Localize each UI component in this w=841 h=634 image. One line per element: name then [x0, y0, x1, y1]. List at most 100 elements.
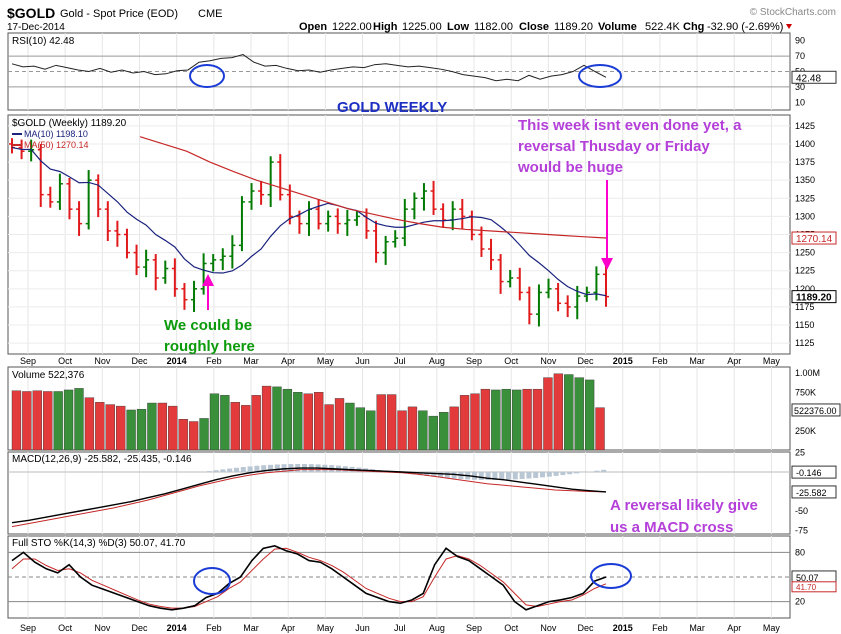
volume-last-label: 522376.00: [794, 406, 837, 416]
macd-histogram-bar: [206, 471, 212, 472]
volume-bar: [168, 405, 178, 451]
volume-bar: [230, 402, 240, 451]
month-label-bottom: Mar: [243, 623, 259, 633]
close-last-label: 1189.20: [796, 293, 832, 304]
high-value: 1225.00: [402, 21, 442, 33]
volume-bar: [199, 418, 209, 451]
volume-bar: [355, 407, 366, 451]
ma50-last-box: [791, 231, 837, 245]
volume-bar: [63, 389, 74, 451]
chg-value: -32.90 (-2.69%): [707, 21, 783, 33]
volume-last-box: [791, 403, 841, 417]
volume-bar: [324, 404, 334, 451]
arrow-left-head: [202, 274, 214, 286]
volume-bar: [595, 407, 605, 451]
month-label: Jun: [355, 356, 370, 366]
macd-histogram-bar: [519, 472, 525, 479]
note-macd-line-2: us a MACD cross: [610, 519, 733, 536]
month-label: Sep: [20, 356, 36, 366]
macd-histogram-bar: [553, 472, 559, 476]
macd-tick-label: -75: [795, 526, 808, 536]
volume-bar: [220, 395, 230, 451]
panel-frame-macd: [7, 451, 791, 535]
month-label: Dec: [578, 356, 595, 366]
close-value: 1189.20: [554, 21, 593, 33]
month-label: Feb: [206, 356, 222, 366]
volume-bar: [428, 415, 438, 451]
rsi-tick-label: 90: [795, 36, 805, 46]
macd-histogram-bar: [540, 472, 545, 478]
price-tick-label: 1400: [795, 139, 815, 149]
volume-bar: [501, 388, 511, 451]
volume-tick-label: 250K: [795, 426, 816, 436]
volume-tick-label: 750K: [795, 387, 816, 397]
macd-histogram-bar: [574, 472, 579, 474]
price-tick-label: 1125: [795, 338, 814, 348]
rsi-tick-label: 10: [795, 97, 805, 107]
note-left-line-2: roughly here: [164, 338, 255, 355]
volume-bar: [43, 391, 53, 451]
macd-histogram-bar: [594, 470, 600, 472]
volume-bar: [136, 408, 147, 451]
macd-signal-line: [11, 469, 607, 528]
month-label-bottom: Apr: [281, 623, 295, 633]
note-macd: A reversal likely give us a MACD cross: [610, 497, 758, 536]
volume-bar: [293, 392, 303, 451]
price-tick-label: 1350: [795, 175, 815, 185]
volume-bar: [32, 390, 42, 451]
month-label-bottom: May: [317, 623, 335, 633]
volume-bar: [366, 410, 376, 451]
volume-bar: [470, 393, 480, 451]
macd-histogram-bar: [424, 472, 430, 477]
volume-bar: [178, 419, 188, 451]
month-label: Oct: [58, 356, 73, 366]
volume-bar: [386, 394, 397, 451]
ma50-legend: MA(50) 1270.14: [24, 140, 89, 150]
price-tick-label: 1425: [795, 121, 815, 131]
rsi-legend: RSI(10) 42.48: [12, 36, 75, 47]
note-top: This week isnt even done yet, a reversal…: [517, 117, 742, 176]
highlight-circle: [193, 567, 231, 595]
macd-histogram-bar: [281, 464, 287, 472]
volume-bar: [512, 389, 522, 451]
open-label: Open: [299, 21, 327, 33]
month-label: Mar: [689, 356, 705, 366]
volume-bar: [397, 410, 407, 451]
volume-bar: [126, 409, 136, 451]
macd-histogram-bar: [567, 472, 573, 475]
macd-histogram-bar: [431, 472, 437, 477]
month-label: Apr: [727, 356, 741, 366]
price-tick-label: 1150: [795, 320, 814, 330]
month-label-bottom: Oct: [58, 623, 73, 633]
macd-histogram-bar: [227, 468, 233, 472]
note-macd-line-1: A reversal likely give: [610, 497, 758, 514]
volume-bar: [345, 402, 355, 451]
instrument-name: Gold - Spot Price (EOD): [60, 8, 178, 20]
price-tick-label: 1225: [795, 266, 815, 276]
macd-histogram-bar: [261, 465, 267, 472]
macd-histogram-bar: [560, 472, 566, 476]
note-top-line-2: reversal Thusday or Friday: [518, 138, 710, 155]
macd-histogram-bar: [512, 472, 518, 480]
macd-histogram-bar: [213, 470, 219, 472]
month-label: May: [763, 356, 781, 366]
volume-bar: [314, 392, 324, 451]
month-label-bottom: 2015: [613, 623, 633, 633]
month-label: Nov: [540, 356, 557, 366]
month-label: Sep: [466, 356, 482, 366]
note-left: We could be roughly here: [164, 317, 255, 355]
macd-histogram-bar: [546, 472, 552, 477]
month-label-bottom: Jul: [394, 623, 406, 633]
highlight-circle: [189, 64, 225, 88]
macd-histogram-bar: [533, 472, 539, 478]
macd-hist-last-box: [791, 465, 837, 479]
volume-bar: [553, 373, 564, 451]
month-label-bottom: May: [763, 623, 781, 633]
sto-tick-label: 80: [795, 547, 805, 557]
sto-tick-label: 20: [795, 597, 805, 607]
month-label-bottom: Nov: [94, 623, 111, 633]
sto-k-last-label: 50.07: [796, 573, 819, 583]
price-tick-label: 1300: [795, 211, 815, 221]
month-label-bottom: 2014: [167, 623, 187, 633]
